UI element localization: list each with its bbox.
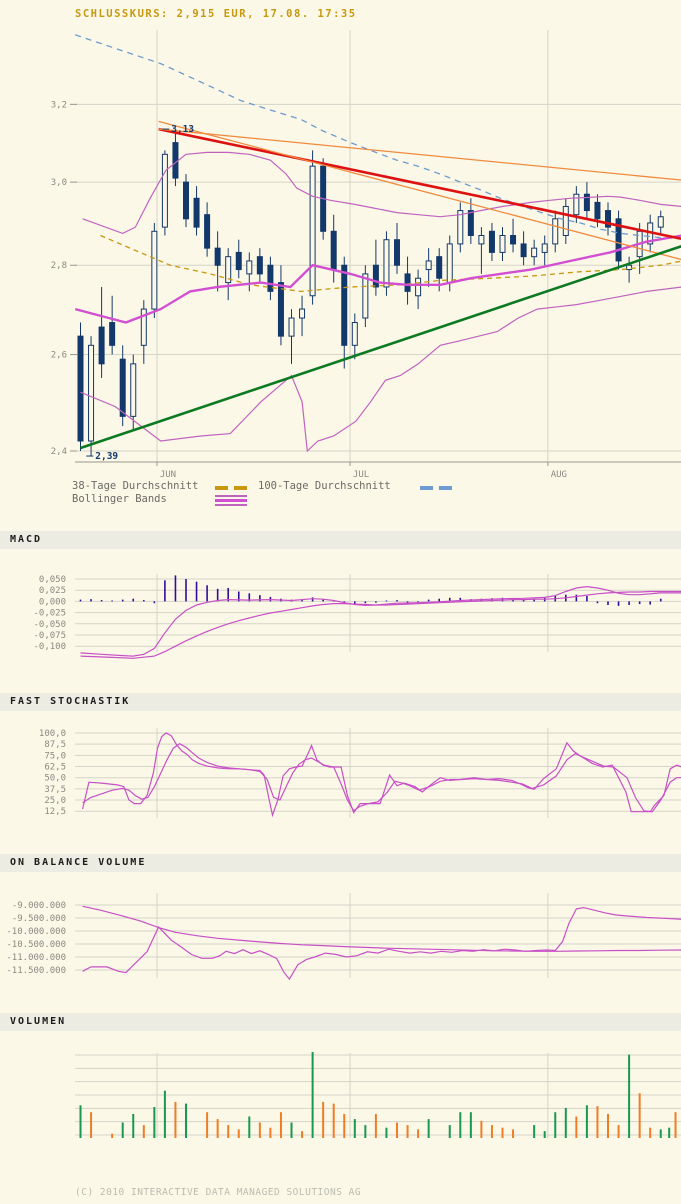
svg-text:-11.000.000: -11.000.000 xyxy=(6,953,66,963)
panel-header-macd: MACD xyxy=(0,531,681,549)
svg-text:37,5: 37,5 xyxy=(44,785,66,795)
svg-text:AUG: AUG xyxy=(551,470,567,480)
svg-text:100,0: 100,0 xyxy=(39,729,66,739)
legend-label-ma100: 100-Tage Durchschnitt xyxy=(258,480,391,492)
panel-header-obv: ON BALANCE VOLUME xyxy=(0,854,681,872)
svg-text:25,0: 25,0 xyxy=(44,796,66,806)
copyright-footer: (C) 2010 INTERACTIVE DATA MANAGED SOLUTI… xyxy=(75,1187,362,1198)
svg-text:0,000: 0,000 xyxy=(39,597,66,607)
legend-label-bollinger: Bollinger Bands xyxy=(72,493,167,505)
svg-text:-9.000.000: -9.000.000 xyxy=(12,901,66,911)
bollinger-bands-line-icon xyxy=(215,495,247,506)
svg-text:JUL: JUL xyxy=(353,470,369,480)
svg-text:62,5: 62,5 xyxy=(44,763,66,773)
svg-text:JUN: JUN xyxy=(160,470,176,480)
svg-text:2,39: 2,39 xyxy=(95,451,118,462)
panel-header-stochastic: FAST STOCHASTIK xyxy=(0,693,681,711)
svg-text:0,050: 0,050 xyxy=(39,575,66,585)
svg-text:-11.500.000: -11.500.000 xyxy=(6,966,66,976)
svg-text:-0,100: -0,100 xyxy=(33,642,66,652)
svg-text:0,025: 0,025 xyxy=(39,586,66,596)
svg-text:2,8: 2,8 xyxy=(51,261,67,271)
svg-text:75,0: 75,0 xyxy=(44,751,66,761)
svg-text:-10.000.000: -10.000.000 xyxy=(6,927,66,937)
svg-text:3,13: 3,13 xyxy=(171,124,194,135)
ma38-dashed-line-icon xyxy=(215,486,247,490)
svg-text:-0,050: -0,050 xyxy=(33,620,66,630)
svg-text:12,5: 12,5 xyxy=(44,807,66,817)
svg-text:2,4: 2,4 xyxy=(51,447,67,457)
svg-text:-0,075: -0,075 xyxy=(33,631,66,641)
svg-text:3,2: 3,2 xyxy=(51,100,67,110)
svg-text:50,0: 50,0 xyxy=(44,774,66,784)
closing-price-title: SCHLUSSKURS: 2,915 EUR, 17.08. 17:35 xyxy=(75,8,357,20)
svg-text:2,6: 2,6 xyxy=(51,351,67,361)
svg-text:3,0: 3,0 xyxy=(51,178,67,188)
legend: 38-Tage Durchschnitt 100-Tage Durchschni… xyxy=(0,480,681,508)
svg-text:-0,025: -0,025 xyxy=(33,609,66,619)
svg-text:87,5: 87,5 xyxy=(44,740,66,750)
legend-label-ma38: 38-Tage Durchschnitt xyxy=(72,480,199,492)
svg-text:-10.500.000: -10.500.000 xyxy=(6,940,66,950)
ma100-dashed-line-icon xyxy=(420,486,452,490)
panel-header-volume: VOLUMEN xyxy=(0,1013,681,1031)
svg-text:-9.500.000: -9.500.000 xyxy=(12,914,66,924)
